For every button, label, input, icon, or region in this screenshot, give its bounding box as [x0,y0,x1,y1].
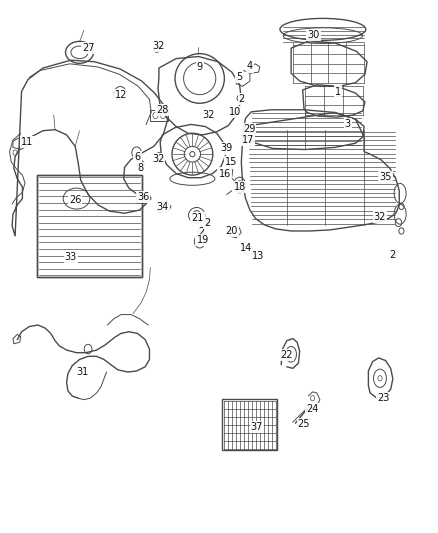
Text: 32: 32 [153,41,165,51]
Text: 34: 34 [156,203,169,213]
Text: 25: 25 [298,419,310,429]
Text: 30: 30 [307,30,320,40]
Text: 16: 16 [219,168,231,179]
Text: 37: 37 [251,422,263,432]
Text: 20: 20 [226,226,238,236]
Bar [36,175,142,277]
Text: 32: 32 [202,110,215,120]
Text: 21: 21 [191,213,204,223]
Text: 24: 24 [307,403,319,414]
Text: 15: 15 [225,157,237,167]
Text: 6: 6 [134,152,141,162]
Text: 17: 17 [242,135,254,145]
Text: 32: 32 [374,212,386,222]
Text: 5: 5 [237,72,243,83]
Text: 2: 2 [390,250,396,260]
Text: 9: 9 [197,62,203,72]
Text: 31: 31 [76,367,88,377]
Text: 28: 28 [156,105,169,115]
Text: 33: 33 [65,252,77,262]
Text: 10: 10 [229,107,241,117]
Text: 27: 27 [82,43,94,53]
Text: 2: 2 [239,94,245,104]
Text: 35: 35 [379,172,392,182]
Text: 29: 29 [243,124,255,134]
Text: 2: 2 [204,218,210,228]
Text: 23: 23 [377,393,389,403]
Text: 11: 11 [21,137,33,147]
Text: 1: 1 [335,86,341,96]
Text: 39: 39 [221,143,233,154]
Text: 14: 14 [240,243,252,253]
Text: 19: 19 [197,236,209,245]
Text: 13: 13 [251,251,264,261]
Text: 36: 36 [137,192,149,202]
Text: 32: 32 [152,154,164,164]
Text: 26: 26 [69,195,81,205]
Text: 8: 8 [138,163,144,173]
Text: 4: 4 [247,61,253,71]
Text: 3: 3 [345,119,351,130]
Text: 2: 2 [199,227,205,237]
Text: 22: 22 [281,350,293,360]
Bar [36,175,142,277]
Text: 12: 12 [115,90,127,100]
Text: 18: 18 [233,182,246,192]
Bar [223,399,277,450]
